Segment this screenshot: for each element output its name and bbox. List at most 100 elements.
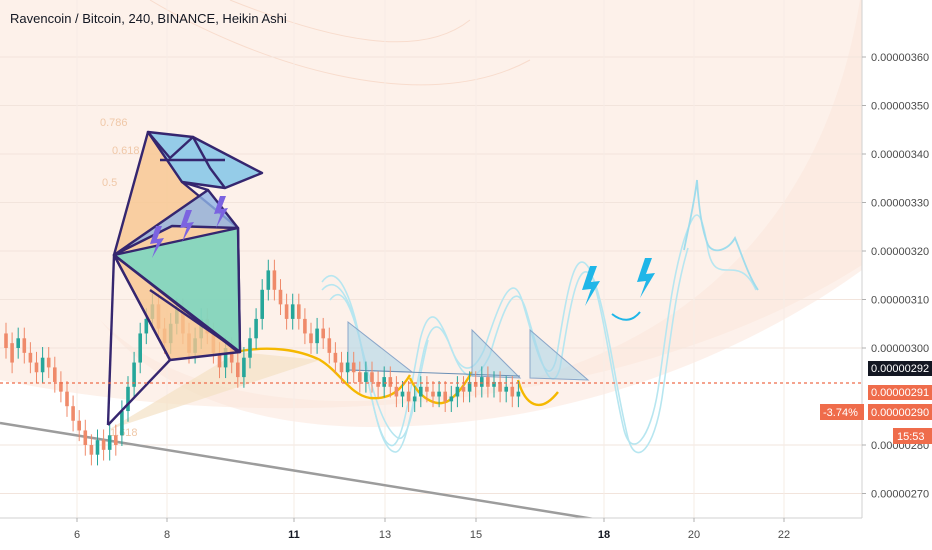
candle-body <box>431 391 435 397</box>
triangle-patterns <box>347 320 590 381</box>
candle-body <box>34 362 39 373</box>
candle-body <box>510 386 515 397</box>
candle-body <box>419 386 423 397</box>
candle-body <box>339 362 344 373</box>
candle-body <box>59 381 63 392</box>
candle-body <box>504 386 508 392</box>
candle-body <box>467 381 472 392</box>
price-tick-label: 0.00000320 <box>871 246 929 258</box>
bolt-icon <box>582 266 600 306</box>
bolt-icon <box>637 258 655 298</box>
candle-body <box>437 391 441 397</box>
candle-body <box>40 357 45 373</box>
candle-body <box>236 362 240 378</box>
time-axis: 6 8 11 13 15 18 20 22 <box>74 518 790 541</box>
time-axis-panel[interactable] <box>0 518 862 550</box>
fib-level-label: 0.5 <box>102 177 117 189</box>
candle-body <box>290 304 295 319</box>
candle-body <box>144 318 149 334</box>
candle-body <box>412 396 417 402</box>
date-tick-label: 22 <box>778 529 790 541</box>
candle-body <box>229 348 234 363</box>
candle-body <box>486 377 490 387</box>
price-tick-label: 0.00000270 <box>871 489 929 501</box>
last-price-badge <box>868 361 932 376</box>
candle-body <box>132 362 136 387</box>
candle-body <box>461 386 466 392</box>
date-tick-label: 8 <box>164 529 170 541</box>
candle-body <box>272 270 277 290</box>
candle-body <box>370 372 374 382</box>
candle-body <box>107 435 112 450</box>
ask-price-label: 0.00000290 <box>871 407 929 419</box>
price-tick-label: 0.00000340 <box>871 149 929 161</box>
change-badge <box>820 404 864 420</box>
candle-body <box>480 377 484 387</box>
date-tick-label: 20 <box>688 529 700 541</box>
ask-price-badge <box>868 404 932 420</box>
price-badges: 0.00000292 0.00000291 -3.74% 0.00000290 … <box>820 361 932 444</box>
price-axis-panel[interactable] <box>862 0 932 550</box>
candle-body <box>46 357 51 368</box>
date-tick-label: 11 <box>288 529 300 541</box>
countdown-label: 15:53 <box>897 431 925 443</box>
candle-body <box>351 362 356 373</box>
raven-drawing <box>106 130 264 426</box>
candle-body <box>382 377 386 387</box>
candle-body <box>345 362 350 373</box>
candle-body <box>364 372 368 382</box>
date-tick-label: 18 <box>598 529 610 541</box>
change-label: -3.74% <box>823 407 858 419</box>
lightning-icons <box>150 196 655 306</box>
candle-body <box>321 328 325 339</box>
candle-body <box>284 304 289 319</box>
candle-body <box>498 381 502 392</box>
candle-body <box>376 381 380 387</box>
fib-wedge <box>108 352 320 430</box>
trend-line[interactable] <box>0 421 601 522</box>
candle-body <box>406 391 411 402</box>
candle-body <box>71 406 75 421</box>
candle-body <box>89 445 94 455</box>
bolt-icon <box>180 210 194 242</box>
price-tick-label: 0.00000300 <box>871 343 929 355</box>
bid-price-badge <box>868 385 932 400</box>
candle-body <box>223 348 228 368</box>
price-tick-label: 0.00000310 <box>871 295 929 307</box>
bolt-icon <box>214 196 228 228</box>
candle-body <box>28 352 33 363</box>
bid-price-label: 0.00000291 <box>871 387 929 399</box>
candle-body <box>248 338 252 358</box>
price-tick-label: 0.00000330 <box>871 198 929 210</box>
candle-body <box>22 338 27 353</box>
candle-body <box>303 318 307 334</box>
candle-body <box>449 396 454 402</box>
price-tick-label: 0.00000350 <box>871 101 929 113</box>
candle-body <box>327 338 332 353</box>
date-tick-label: 6 <box>74 529 80 541</box>
candle-body <box>16 338 20 348</box>
candle-body <box>95 440 100 455</box>
candle-body <box>333 352 338 363</box>
candle-body <box>473 381 478 387</box>
price-tick-label: 0.00000360 <box>871 52 929 64</box>
chart-title: Ravencoin / Bitcoin, 240, BINANCE, Heiki… <box>10 11 287 26</box>
candle-body <box>260 289 264 319</box>
candle-body <box>10 343 14 363</box>
fib-level-label: 0.786 <box>100 117 128 129</box>
candle-body <box>242 357 246 378</box>
last-price-label: 0.00000292 <box>871 363 929 375</box>
candle-body <box>77 420 81 431</box>
candle-body <box>492 381 496 387</box>
candle-body <box>358 372 362 382</box>
candle-body <box>53 367 57 382</box>
candle-body <box>217 352 222 368</box>
candle-body <box>425 386 429 392</box>
candle-body <box>394 386 399 397</box>
countdown-badge <box>893 428 932 444</box>
candle-body <box>126 386 130 412</box>
candle-body <box>254 318 258 339</box>
candle-body <box>388 377 393 387</box>
candle-body <box>65 391 69 407</box>
